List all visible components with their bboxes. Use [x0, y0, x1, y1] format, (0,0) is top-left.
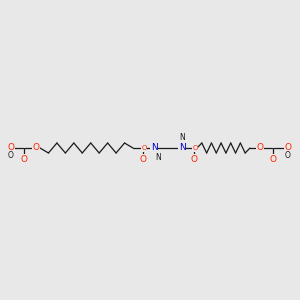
Text: O: O — [256, 143, 263, 152]
Text: N: N — [151, 143, 158, 152]
Text: O: O — [284, 143, 292, 152]
Text: N: N — [179, 134, 185, 142]
Text: O: O — [140, 154, 146, 164]
Text: N: N — [155, 154, 161, 163]
Text: O: O — [285, 151, 291, 160]
Text: O: O — [190, 154, 197, 164]
Text: O: O — [32, 143, 40, 152]
Text: O: O — [192, 145, 198, 151]
Text: O: O — [269, 154, 277, 164]
Text: N: N — [178, 143, 185, 152]
Text: O: O — [141, 145, 147, 151]
Text: O: O — [8, 151, 14, 160]
Text: O: O — [8, 143, 14, 152]
Text: O: O — [20, 154, 28, 164]
